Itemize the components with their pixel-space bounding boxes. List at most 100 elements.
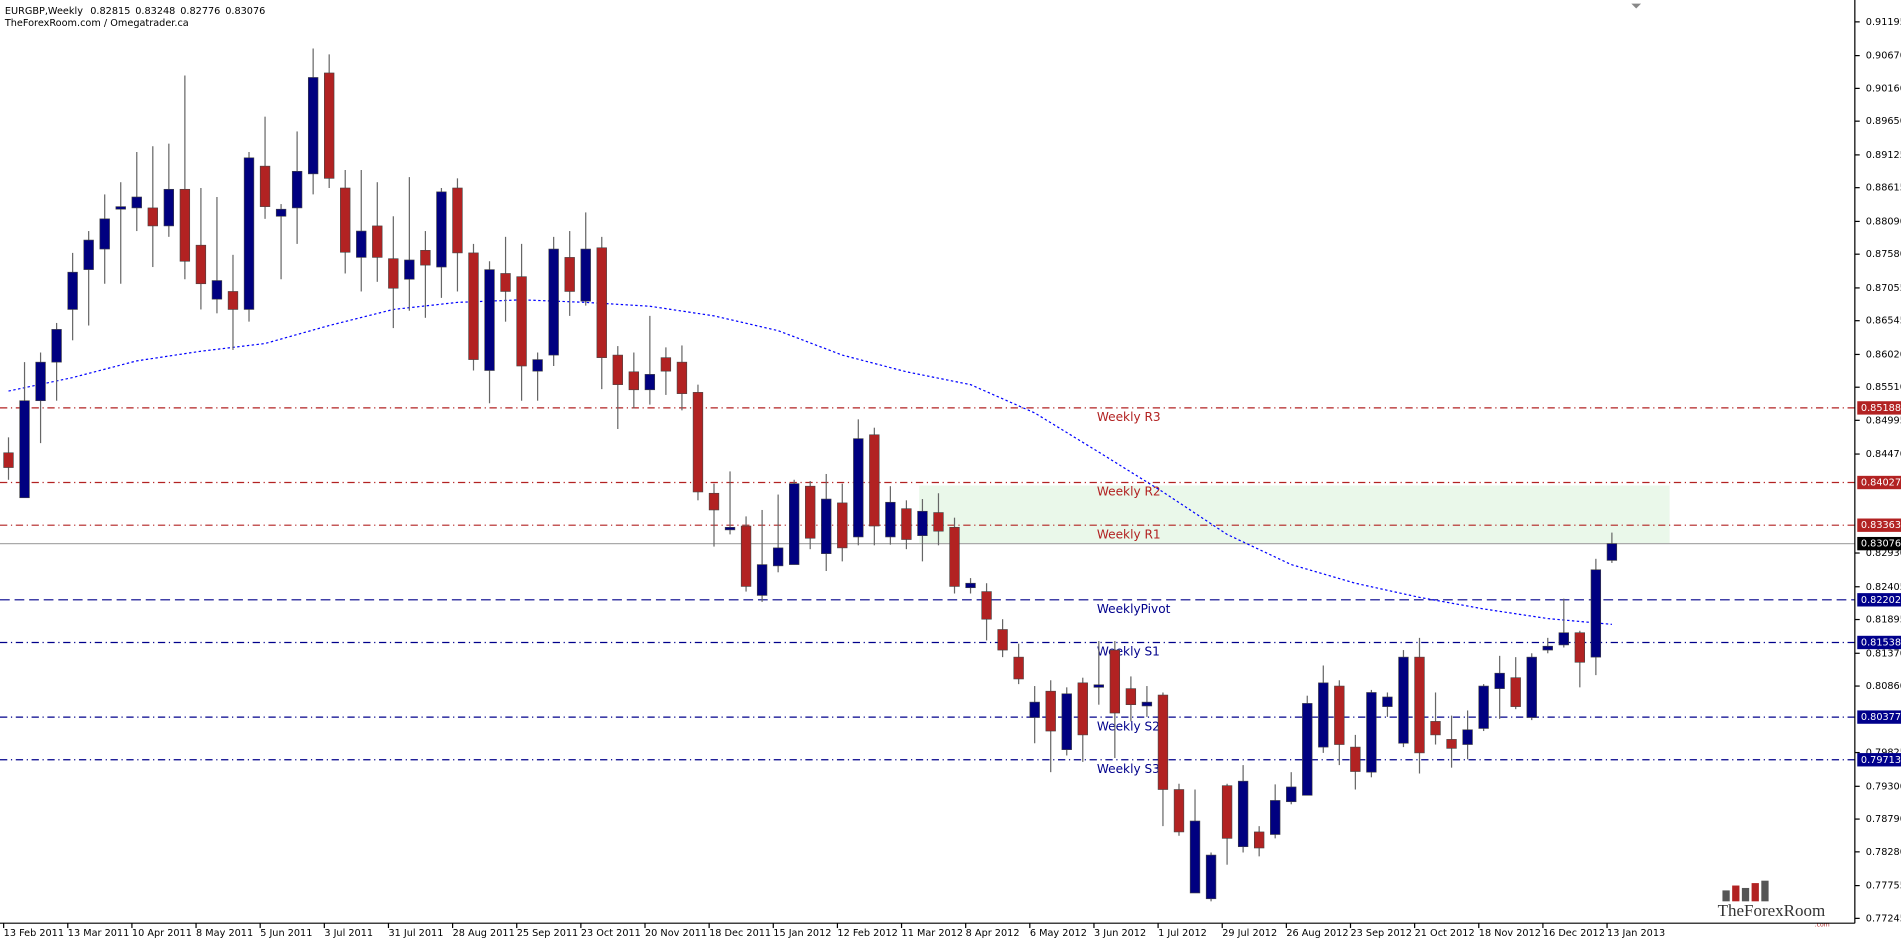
- level-label: Weekly S3: [1097, 762, 1160, 776]
- header-low: 0.82776: [180, 6, 220, 17]
- candle-body: [1542, 645, 1553, 651]
- candle-body: [211, 280, 223, 300]
- candle-body: [1221, 785, 1233, 839]
- candle-body: [724, 527, 736, 531]
- candle-body: [243, 157, 255, 310]
- moving-average: [8, 299, 1612, 625]
- candle-body: [3, 452, 14, 468]
- highlight-zone: [919, 485, 1670, 544]
- x-tick-label: 23 Sep 2012: [1350, 928, 1411, 939]
- x-tick-label: 8 May 2011: [196, 928, 253, 939]
- candle-body: [324, 72, 335, 179]
- candle-body: [67, 271, 78, 310]
- x-tick-label: 5 Jun 2011: [260, 928, 312, 939]
- candle-body: [564, 257, 575, 292]
- x-tick-label: 25 Sep 2011: [517, 928, 579, 939]
- candle-body: [756, 564, 768, 596]
- x-tick-label: 8 Apr 2012: [966, 928, 1020, 939]
- candle-body: [452, 187, 463, 254]
- candle-body: [676, 361, 688, 394]
- candle-body: [1077, 682, 1088, 736]
- x-tick-label: 15 Jan 2012: [773, 928, 831, 939]
- x-tick-label: 20 Nov 2011: [645, 928, 707, 939]
- level-badge: [1857, 401, 1901, 415]
- candle-body: [981, 591, 992, 620]
- candle-body: [83, 239, 94, 270]
- x-tick-label: 26 Aug 2012: [1286, 928, 1348, 939]
- candle-body: [789, 483, 800, 565]
- level-badge: [1857, 753, 1901, 767]
- level-badge: [1857, 518, 1901, 532]
- candle-body: [1430, 721, 1441, 736]
- candle-body: [885, 501, 896, 538]
- level-badge-label: 0.83363: [1861, 520, 1901, 531]
- candle-body: [1061, 693, 1072, 750]
- candle-body: [1574, 632, 1585, 663]
- candle-layer: [3, 48, 1618, 902]
- candle-body: [468, 252, 479, 360]
- candle-body: [1157, 694, 1169, 790]
- x-tick-label: 10 Apr 2011: [132, 928, 192, 939]
- candle-body: [291, 170, 303, 209]
- candle-body: [259, 165, 271, 207]
- x-tick-label: 28 Aug 2011: [453, 928, 515, 939]
- candle-body: [1125, 688, 1137, 705]
- candle-body: [1109, 649, 1121, 714]
- candle-body: [1302, 703, 1313, 796]
- level-badge-label: 0.79713: [1861, 755, 1901, 766]
- level-badge-label: 0.80377: [1861, 712, 1901, 723]
- candle-body: [163, 188, 175, 227]
- x-tick-label: 1 Jul 2012: [1158, 928, 1207, 939]
- candle-body: [772, 547, 784, 567]
- candle-body: [131, 196, 142, 209]
- candle-body: [500, 273, 511, 292]
- candle-body: [628, 371, 639, 391]
- header-close: 0.83076: [225, 6, 265, 17]
- candle-body: [660, 357, 672, 372]
- header-high: 0.83248: [135, 6, 175, 17]
- logo: TheForexRoom .com: [1718, 880, 1830, 928]
- level-badge-label: 0.84027: [1861, 478, 1901, 489]
- candle-body: [548, 248, 559, 356]
- level-badge-label: 0.81538: [1861, 637, 1901, 648]
- x-tick-label: 3 Jun 2012: [1094, 928, 1146, 939]
- candle-body: [51, 329, 62, 363]
- candle-body: [965, 582, 976, 589]
- candle-body: [1478, 685, 1489, 729]
- y-tick-label: 0.77245: [1866, 913, 1901, 924]
- y-tick-label: 0.77755: [1866, 881, 1901, 892]
- candle-body: [692, 392, 704, 493]
- y-tick-label: 0.88615: [1866, 183, 1901, 194]
- logo-bar: [1741, 887, 1750, 902]
- chart-title: EURGBP,Weekly: [5, 6, 83, 17]
- chart-header: EURGBP,Weekly 0.82815 0.83248 0.82776 0.8307…: [5, 6, 265, 17]
- candle-body: [1270, 800, 1281, 835]
- candle-body: [436, 191, 447, 268]
- candle-body: [869, 434, 880, 527]
- x-tick-label: 6 May 2012: [1030, 928, 1087, 939]
- level-badge-label: 0.85188: [1861, 403, 1901, 414]
- logo-bar: [1761, 880, 1769, 902]
- candle-body: [901, 508, 912, 540]
- level-label: WeeklyPivot: [1097, 602, 1171, 616]
- x-tick-label: 29 Jul 2012: [1222, 928, 1277, 939]
- candle-body: [740, 525, 752, 587]
- candle-body: [1253, 831, 1265, 849]
- candle-body: [997, 629, 1008, 651]
- candle-body: [1173, 789, 1185, 833]
- x-tick-label: 18 Nov 2012: [1479, 928, 1541, 939]
- candle-body: [837, 502, 848, 549]
- candle-body: [227, 291, 239, 310]
- candle-body: [1510, 677, 1521, 707]
- x-tick-label: 12 Feb 2012: [837, 928, 897, 939]
- logo-bar: [1722, 890, 1730, 902]
- candle-body: [307, 77, 319, 175]
- x-tick-label: 16 Dec 2012: [1543, 928, 1605, 939]
